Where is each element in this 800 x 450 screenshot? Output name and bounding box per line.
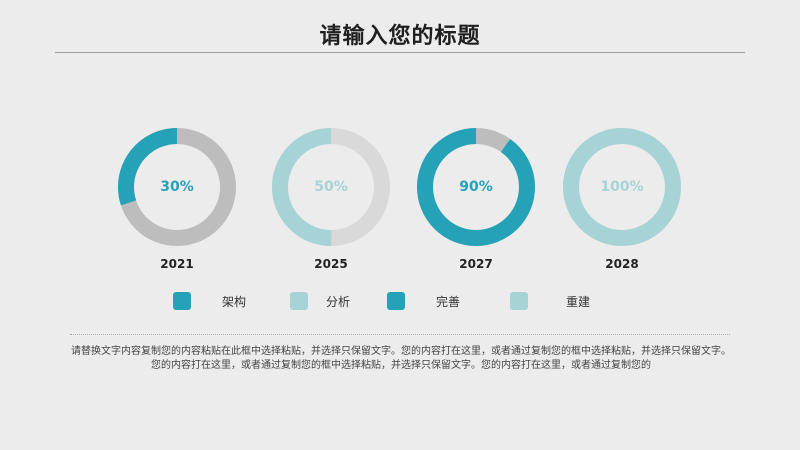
legend-swatch (173, 292, 191, 310)
description-divider (70, 334, 730, 335)
legend-label: 分析 (326, 295, 351, 309)
legend-swatch (510, 292, 528, 310)
donut-value-arc (272, 128, 390, 246)
donut-svg (272, 128, 390, 246)
donut-svg (118, 128, 236, 246)
donut-chart-2028: 100% (557, 122, 687, 252)
legend-label: 重建 (566, 295, 591, 309)
donut-percent-label: 90% (459, 179, 493, 195)
donut-chart-2025: 50% (266, 122, 396, 252)
chart-legend: 架构 分析 完善 重建 (0, 291, 800, 313)
donut-percent-label: 100% (600, 179, 644, 195)
donut-chart-2027: 90% (411, 122, 541, 252)
donut-value-arc (417, 128, 535, 246)
donut-percent-label: 30% (160, 179, 194, 195)
donut-svg (563, 128, 681, 246)
year-label-2027: 2027 (459, 257, 493, 271)
legend-label: 架构 (222, 295, 247, 309)
donut-value-arc (563, 128, 681, 246)
donut-svg (417, 128, 535, 246)
year-label-2021: 2021 (160, 257, 194, 271)
legend-swatch (290, 292, 308, 310)
description-text: 请替换文字内容复制您的内容粘贴在此框中选择粘贴，并选择只保留文字。您的内容打在这… (71, 346, 731, 371)
year-label-2025: 2025 (314, 257, 348, 271)
title-divider (55, 52, 745, 53)
donut-value-arc (118, 128, 236, 246)
year-label-2028: 2028 (605, 257, 639, 271)
legend-label: 完善 (436, 295, 461, 309)
donut-chart-2021: 30% (112, 122, 242, 252)
donut-percent-label: 50% (314, 179, 348, 195)
page-title: 请输入您的标题 (319, 24, 481, 49)
donut-chart-row: 30% 50% 90% 100% 2021 2025 2027 2028 (112, 122, 687, 271)
legend-swatch (387, 292, 405, 310)
